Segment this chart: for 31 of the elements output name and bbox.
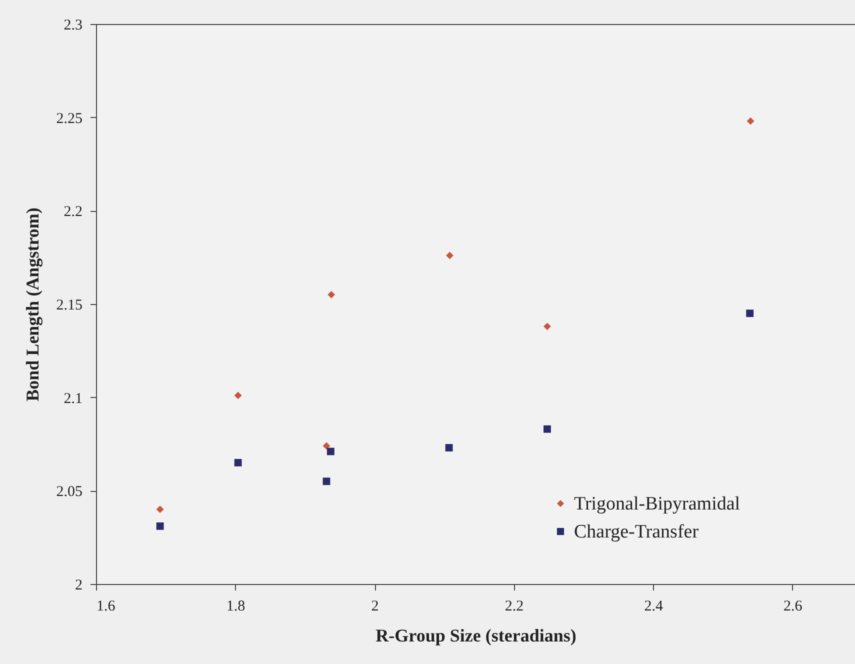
legend-label: Charge-Transfer	[574, 522, 700, 542]
point	[746, 310, 754, 318]
point	[445, 444, 453, 452]
point	[156, 506, 164, 514]
point	[234, 392, 242, 400]
y-tick-label: 2.2	[64, 204, 82, 220]
legend-label: Trigonal-Bipyramidal	[574, 494, 740, 514]
x-tick-label: 2.6	[783, 598, 803, 614]
x-axis-title: R-Group Size (steradians)	[376, 626, 576, 646]
y-tick-label: 2.3	[64, 18, 82, 34]
point	[322, 478, 330, 486]
point	[446, 252, 454, 260]
point	[326, 448, 334, 456]
point	[544, 425, 551, 433]
y-tick-label: 2.25	[56, 110, 82, 127]
point	[328, 290, 336, 298]
point	[544, 322, 551, 330]
x-tick-label: 2.2	[504, 598, 524, 614]
point	[156, 522, 164, 530]
y-axis-title: Bond Length (Angstrom)	[22, 208, 42, 402]
point	[322, 442, 330, 450]
y-tick-label: 2	[75, 578, 82, 594]
x-tick-label: 2.4	[644, 598, 664, 614]
x-tick-label: 1.8	[226, 598, 246, 614]
y-tick-label: 2.15	[56, 298, 82, 314]
y-tick-label: 2.05	[56, 484, 82, 500]
point	[234, 458, 242, 466]
x-tick-label: 1.6	[96, 598, 116, 614]
point	[746, 117, 754, 125]
y-tick-label: 2.1	[64, 390, 82, 407]
x-tick-label: 2	[371, 598, 379, 614]
